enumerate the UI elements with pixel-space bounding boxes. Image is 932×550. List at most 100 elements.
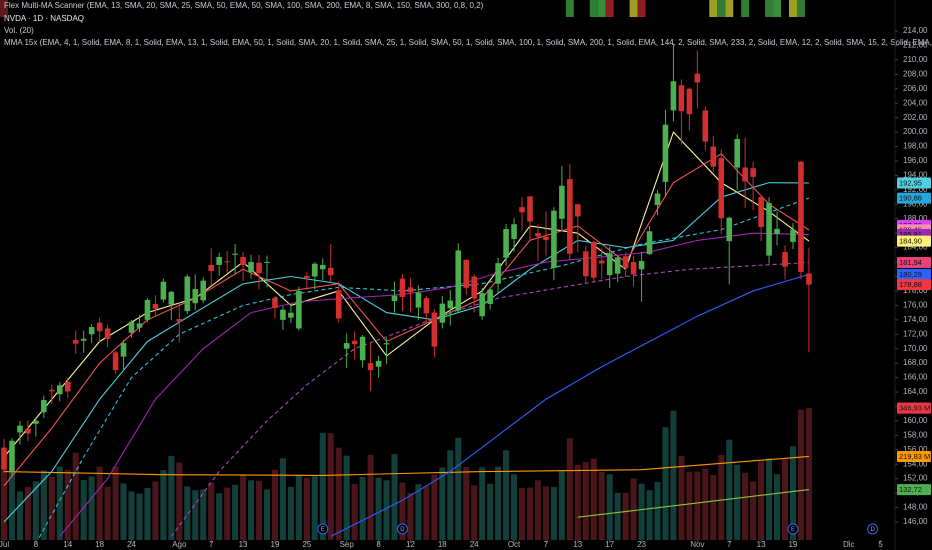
candle-body (240, 257, 246, 266)
ma-line (330, 273, 810, 537)
event-label: E (321, 527, 325, 533)
candle-body (264, 261, 270, 263)
volume-bar (622, 492, 629, 540)
ma-line (59, 232, 809, 537)
volume-title: Vol. (20) (4, 26, 34, 35)
volume-bar (742, 472, 749, 540)
volume-bar (511, 474, 518, 540)
y-tick-label: 164,00 (903, 387, 928, 396)
x-tick-label: 7 (209, 540, 214, 549)
volume-bar (479, 467, 486, 540)
x-tick-label: 18 (95, 540, 104, 549)
candle-body (312, 263, 318, 277)
candle-body (256, 262, 262, 274)
candle-body (72, 340, 79, 344)
y-tick-label: 158,00 (903, 430, 928, 439)
volume-bar (526, 487, 534, 540)
y-tick-label: 214,00 (903, 26, 928, 35)
x-tick-label: Dic (843, 540, 855, 549)
candle-body (582, 251, 589, 277)
candle-body (367, 363, 374, 371)
scanner-cell (0, 0, 8, 17)
candle-body (662, 124, 669, 182)
candle-body (160, 281, 167, 300)
price-label-box (897, 268, 931, 280)
scanner-cell (796, 0, 805, 17)
scanner-cell (597, 0, 606, 17)
x-tick-label: 7 (544, 540, 549, 549)
candle-body (614, 257, 621, 274)
price-label-box (897, 235, 931, 247)
chart-title: NVDA · 1D · NASDAQ (4, 14, 84, 23)
candle-body (248, 261, 254, 273)
price-label-box (897, 192, 931, 204)
volume-bar (710, 475, 717, 540)
candle-body (104, 328, 111, 339)
scanner-cell (765, 0, 774, 17)
volume-bar (542, 486, 549, 540)
candle-body (33, 420, 39, 424)
y-tick-label: 170,00 (903, 344, 928, 353)
price-label-box (897, 279, 931, 291)
volume-ma-line (577, 489, 809, 518)
volume-bar (240, 474, 247, 540)
ma-line (37, 197, 810, 540)
volume-bar (160, 470, 167, 540)
candle-body (686, 88, 693, 115)
volume-bar (606, 474, 613, 540)
y-tick-label: 196,00 (903, 156, 928, 165)
candle-body (758, 197, 764, 227)
volume-bar (16, 491, 23, 540)
candle-body (567, 179, 573, 254)
scanner-cell (605, 0, 614, 17)
y-tick-label: 184,00 (903, 243, 928, 252)
volume-bar (686, 471, 693, 540)
volume-bar (678, 456, 685, 540)
candle-body (590, 241, 597, 278)
ma-title: MMA 15x (EMA, 4, 1, Solid, EMA, 8, 1, So… (4, 38, 932, 47)
volume-bar (216, 493, 223, 540)
x-tick-label: 13 (239, 540, 248, 549)
volume-bar (495, 466, 502, 540)
volume-bar (781, 459, 789, 540)
candle-body (766, 203, 772, 256)
y-tick-label: 152,00 (903, 474, 928, 483)
candle-body (88, 327, 95, 335)
candle-body (288, 312, 294, 318)
y-tick-label: 146,00 (903, 517, 928, 526)
scanner-cell (709, 0, 718, 17)
candle-body (479, 293, 485, 317)
y-tick-label: 176,00 (903, 300, 928, 309)
y-tick-label: 204,00 (903, 98, 928, 107)
volume-bar (590, 458, 597, 540)
event-label: D (871, 527, 876, 533)
candle-body (375, 360, 382, 367)
x-tick-label: 5 (878, 540, 883, 549)
candle-body (80, 338, 87, 341)
candle-body (64, 381, 71, 392)
volume-bar (319, 432, 326, 540)
event-marker (787, 523, 799, 535)
candle-body (455, 250, 462, 311)
candle-body (280, 309, 286, 320)
volume-bar (176, 462, 183, 540)
y-tick-label: 148,00 (903, 503, 928, 512)
x-tick-label: 8 (34, 540, 39, 549)
price-label-box (897, 177, 931, 189)
event-label: E (791, 527, 795, 533)
volume-bar (638, 483, 645, 540)
y-tick-label: 198,00 (903, 142, 928, 151)
candle-body (519, 207, 525, 213)
volume-bar (726, 439, 733, 540)
volume-bar (112, 466, 119, 540)
volume-bar (303, 477, 310, 540)
volume-ma-line (3, 455, 809, 476)
plot-area (0, 0, 812, 540)
volume-bar (120, 483, 127, 540)
volume-bar (192, 490, 199, 540)
volume-bar (534, 480, 541, 540)
price-label-box (897, 256, 931, 268)
volume-bar (351, 484, 358, 540)
candle-body (798, 161, 804, 272)
price-label: 181,94 (899, 258, 922, 267)
